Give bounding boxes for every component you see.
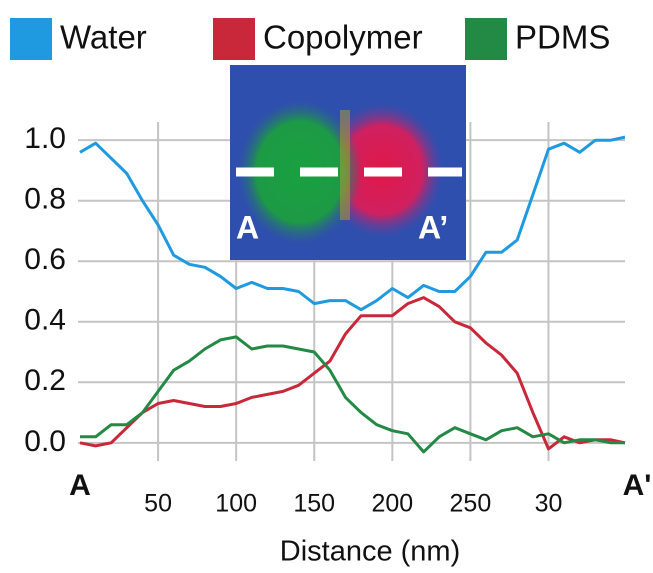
- x-tick-label: 50: [144, 490, 172, 518]
- legend-label: PDMS: [515, 19, 610, 56]
- x-tick-label: 150: [293, 490, 335, 518]
- chart: A A’ A A' Distance (nm) 0.0 0.2 0.4 0.6 0.8 1…: [0, 0, 653, 573]
- y-tick-label: 0.4: [24, 304, 66, 337]
- x-tick-label: 100: [215, 490, 257, 518]
- legend-swatch: [213, 18, 255, 60]
- x-tick-label: 250: [450, 490, 492, 518]
- legend-label: Water: [60, 19, 147, 56]
- y-tick-label: 0.6: [24, 243, 66, 276]
- inset-image: A A’: [230, 65, 466, 260]
- legend-swatch: [465, 18, 507, 60]
- legend-label: Copolymer: [263, 19, 423, 56]
- legend-swatch: [10, 18, 52, 60]
- y-tick-label: 0.2: [24, 364, 66, 397]
- line-series: [80, 298, 625, 449]
- line-series: [80, 337, 625, 452]
- x-tick-label: 30: [535, 490, 563, 518]
- axis-end-label: A': [623, 469, 652, 502]
- x-axis-label: Distance (nm): [280, 536, 461, 568]
- y-tick-label: 0.8: [24, 183, 66, 216]
- inset-label: A’: [418, 209, 448, 245]
- x-tick-label: 200: [371, 490, 413, 518]
- inset-label: A: [236, 209, 259, 245]
- y-tick-label: 0.0: [24, 425, 66, 458]
- y-tick-label: 1.0: [24, 122, 66, 155]
- axis-start-label: A: [69, 469, 91, 502]
